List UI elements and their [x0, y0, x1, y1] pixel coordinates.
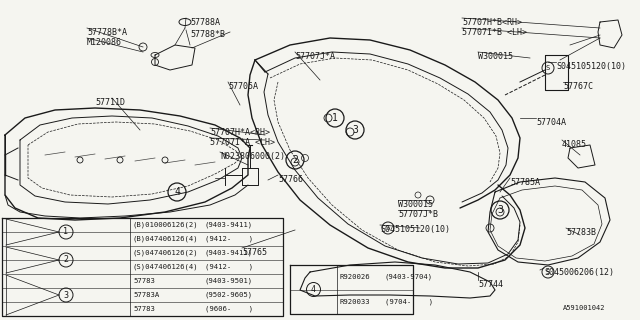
- Text: M120086: M120086: [87, 38, 122, 47]
- Text: 57785A: 57785A: [510, 178, 540, 187]
- Text: 1: 1: [63, 228, 68, 236]
- Text: 3: 3: [63, 291, 68, 300]
- Text: 3: 3: [497, 205, 503, 215]
- Text: S: S: [386, 225, 390, 231]
- Text: 57788A: 57788A: [190, 18, 220, 27]
- Text: 57704A: 57704A: [536, 118, 566, 127]
- Text: (9606-    ): (9606- ): [205, 306, 253, 312]
- Text: S045105120(10): S045105120(10): [556, 62, 626, 71]
- Text: 4: 4: [311, 285, 316, 294]
- Text: 57707I*B <LH>: 57707I*B <LH>: [462, 28, 527, 37]
- Text: (9403-9704): (9403-9704): [385, 274, 433, 281]
- Text: S: S: [546, 269, 550, 275]
- Text: (S)047406126(2): (S)047406126(2): [133, 250, 198, 256]
- Text: 57707J*B: 57707J*B: [398, 210, 438, 219]
- Text: 57778B*A: 57778B*A: [87, 28, 127, 37]
- Text: 2: 2: [63, 255, 68, 265]
- Text: W300015: W300015: [398, 200, 433, 209]
- Text: 41085: 41085: [562, 140, 587, 149]
- Text: (9412-    ): (9412- ): [205, 264, 253, 270]
- Text: R920033: R920033: [340, 299, 371, 305]
- Text: 57766: 57766: [278, 175, 303, 184]
- Text: 57788*B: 57788*B: [190, 30, 225, 39]
- Text: W300015: W300015: [478, 52, 513, 61]
- Text: (9403-9411): (9403-9411): [205, 250, 253, 256]
- Text: (9502-9605): (9502-9605): [205, 292, 253, 298]
- Text: S045006206(12): S045006206(12): [544, 268, 614, 277]
- Text: 57783A: 57783A: [133, 292, 159, 298]
- Text: (B)010006126(2): (B)010006126(2): [133, 222, 198, 228]
- Text: (B)047406126(4): (B)047406126(4): [133, 236, 198, 242]
- Text: R920026: R920026: [340, 274, 371, 280]
- Text: 3: 3: [352, 125, 358, 135]
- Text: 57711D: 57711D: [95, 98, 125, 107]
- Text: (9704-    ): (9704- ): [385, 299, 433, 305]
- Text: (9403-9501): (9403-9501): [205, 278, 253, 284]
- Text: 57783: 57783: [133, 306, 155, 312]
- Text: 57707H*B<RH>: 57707H*B<RH>: [462, 18, 522, 27]
- Text: 57767C: 57767C: [563, 82, 593, 91]
- Text: 57707H*A<RH>: 57707H*A<RH>: [210, 128, 270, 137]
- Text: (S)047406126(4): (S)047406126(4): [133, 264, 198, 270]
- Text: 57707J*A: 57707J*A: [295, 52, 335, 61]
- Text: 57744: 57744: [478, 280, 503, 289]
- Text: 57783B: 57783B: [566, 228, 596, 237]
- Text: 57705A: 57705A: [228, 82, 258, 91]
- Text: 57783: 57783: [133, 278, 155, 284]
- Text: 4: 4: [174, 187, 180, 197]
- Text: 57765: 57765: [242, 248, 267, 257]
- Text: S045105120(10): S045105120(10): [380, 225, 450, 234]
- Text: 2: 2: [292, 155, 298, 165]
- Text: 1: 1: [332, 113, 338, 123]
- Text: 57707I*A <LH>: 57707I*A <LH>: [210, 138, 275, 147]
- Text: S: S: [546, 65, 550, 71]
- Text: A591001042: A591001042: [563, 305, 605, 311]
- Text: (9403-9411): (9403-9411): [205, 222, 253, 228]
- Text: (9412-    ): (9412- ): [205, 236, 253, 242]
- Text: N023806000(2): N023806000(2): [220, 152, 285, 161]
